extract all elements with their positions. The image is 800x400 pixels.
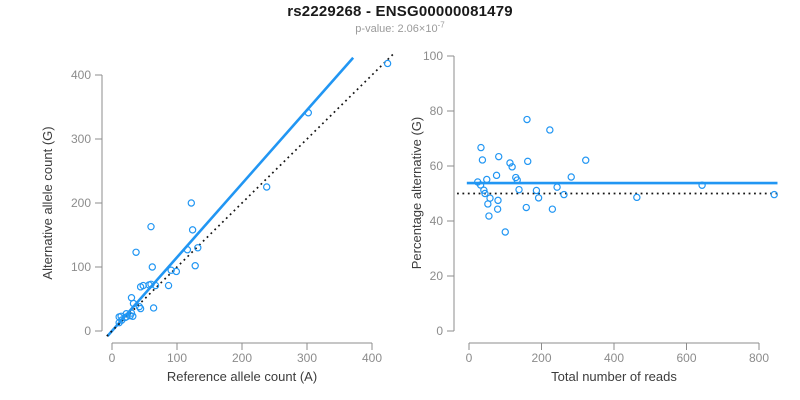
figure-title: rs2229268 - ENSG00000081479 <box>287 3 513 20</box>
right-x-tick-label: 800 <box>749 351 769 365</box>
left-x-tick-label: 0 <box>109 351 116 365</box>
figure-subtitle: p-value: 2.06×10-7 <box>0 20 800 35</box>
left-data-point <box>187 199 195 207</box>
right-y-tick-label: 0 <box>436 324 443 338</box>
right-y-tick-label: 40 <box>430 214 444 228</box>
left-y-tick-label: 400 <box>71 68 91 82</box>
left-y-tick-label: 200 <box>71 196 91 210</box>
right-data-point <box>492 171 501 180</box>
left-data-point <box>129 299 138 308</box>
left-data-point <box>183 246 192 254</box>
left-y-tick-label: 0 <box>84 324 91 338</box>
right-data-point <box>495 152 503 161</box>
left-data-point <box>148 263 156 271</box>
right-x-tick-label: 400 <box>604 351 624 365</box>
right-data-point <box>477 143 485 152</box>
left-x-tick-label: 200 <box>232 351 252 365</box>
right-y-tick-label: 20 <box>430 269 444 283</box>
right-data-point <box>513 176 521 184</box>
left-y-axis-title: Alternative allele count (G) <box>40 126 55 279</box>
right-x-axis-title: Total number of reads <box>551 369 677 384</box>
left-data-point <box>135 302 143 311</box>
left-fit-line <box>106 56 355 337</box>
left-x-tick-label: 100 <box>167 351 187 365</box>
left-y-tick-label: 300 <box>71 132 91 146</box>
right-data-point <box>481 189 489 198</box>
right-data-point <box>501 228 509 236</box>
right-y-tick-label: 80 <box>430 104 444 118</box>
left-data-point <box>383 59 392 68</box>
left-x-tick-label: 400 <box>362 351 382 365</box>
right-x-tick-label: 600 <box>676 351 696 365</box>
right-data-point <box>560 190 568 199</box>
left-data-point <box>172 267 181 276</box>
left-y-tick-label: 100 <box>71 260 91 274</box>
right-data-point <box>476 181 485 189</box>
right-data-point <box>553 183 561 191</box>
right-data-point <box>522 203 530 212</box>
left-data-point <box>188 226 197 234</box>
right-y-tick-label: 100 <box>423 49 443 63</box>
right-data-point <box>534 194 543 202</box>
right-data-point <box>506 159 514 167</box>
left-data-point <box>164 281 173 290</box>
right-x-tick-label: 200 <box>531 351 551 365</box>
left-data-point <box>136 304 145 313</box>
right-data-point <box>523 115 531 124</box>
left-data-point <box>147 222 155 231</box>
pvalue-exponent: -7 <box>437 20 445 30</box>
right-data-point <box>483 175 491 184</box>
left-data-point <box>149 304 158 312</box>
right-data-point <box>524 157 532 166</box>
left-data-point <box>147 280 155 288</box>
right-data-point <box>493 205 502 213</box>
right-y-tick-label: 60 <box>430 159 444 173</box>
left-data-point <box>129 312 137 320</box>
right-x-tick-label: 0 <box>466 351 473 365</box>
left-data-point <box>304 109 312 117</box>
left-data-point <box>151 281 160 290</box>
left-x-axis-title: Reference allele count (A) <box>167 369 317 384</box>
right-data-point <box>532 186 541 195</box>
left-data-point <box>263 183 271 191</box>
right-data-point <box>546 126 554 134</box>
right-data-point <box>582 156 590 164</box>
right-data-point <box>548 205 557 213</box>
right-data-point <box>633 193 641 202</box>
left-identity-line <box>106 53 394 337</box>
right-data-point <box>485 212 493 220</box>
right-data-point <box>478 156 487 164</box>
pvalue-text: p-value: 2.06×10 <box>355 23 438 35</box>
right-data-point <box>567 173 575 181</box>
right-y-axis-title: Percentage alternative (G) <box>409 117 424 269</box>
left-x-tick-label: 300 <box>297 351 317 365</box>
left-data-point <box>191 262 199 270</box>
right-data-point <box>698 181 706 189</box>
left-data-point <box>194 244 202 252</box>
right-data-point <box>770 190 778 199</box>
right-data-point <box>484 200 492 208</box>
left-data-point <box>167 266 175 274</box>
right-data-point <box>508 163 516 171</box>
left-data-point <box>132 248 140 256</box>
right-data-point <box>480 186 488 194</box>
right-data-point <box>515 185 523 194</box>
left-data-point <box>122 310 131 318</box>
right-data-point <box>494 196 502 205</box>
